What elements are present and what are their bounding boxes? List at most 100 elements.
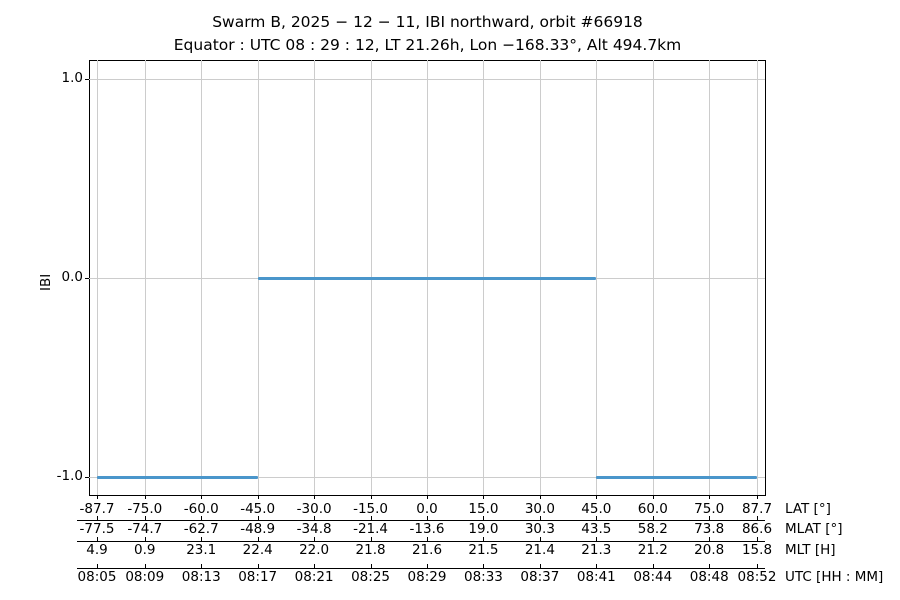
x-tick-label: 45.0 [581, 501, 612, 517]
x-tick-label: -21.4 [353, 521, 389, 537]
x-tick-label: 21.2 [637, 542, 668, 558]
axis-row-tick [483, 537, 485, 541]
x-tick-label: 73.8 [694, 521, 725, 537]
axis-row-tick [201, 537, 203, 541]
x-tick-label: 23.1 [186, 542, 217, 558]
axis-row-tick [539, 564, 541, 568]
axis-row-tick [370, 516, 372, 520]
axis-row-tick [144, 516, 146, 520]
x-tick-label: 43.5 [581, 521, 612, 537]
y-tick [85, 278, 89, 279]
x-tick-label: 19.0 [468, 521, 499, 537]
axis-row-tick [314, 564, 316, 568]
y-tick [85, 79, 89, 80]
axis-row-tick [596, 516, 598, 520]
x-tick-label: 21.6 [411, 542, 443, 558]
x-tick-label: 30.0 [524, 501, 555, 517]
axis-row-tick [144, 537, 146, 541]
chart-title: Swarm B, 2025 − 12 − 11, IBI northward, … [212, 13, 643, 31]
x-tick-label: 08:21 [294, 569, 334, 585]
x-tick-label: 0.9 [134, 542, 156, 558]
y-tick-label: -1.0 [56, 468, 83, 484]
ibi-line-segment [97, 476, 258, 479]
x-tick-label: -62.7 [183, 521, 219, 537]
x-tick-label: 4.9 [86, 542, 108, 558]
x-tick-label: 08:44 [633, 569, 673, 585]
x-tick-label: -75.0 [127, 501, 163, 517]
x-tick [539, 495, 541, 499]
x-tick-label: 75.0 [694, 501, 725, 517]
axis-row-tick [652, 516, 654, 520]
x-tick [483, 495, 485, 499]
x-tick [652, 495, 654, 499]
x-tick-label: 08:05 [77, 569, 117, 585]
x-gridline [757, 60, 758, 495]
axis-row-tick [257, 537, 259, 541]
axis-row-line [77, 541, 765, 542]
axis-row-tick [97, 516, 98, 520]
ibi-line-segment [596, 476, 757, 479]
axis-row-tick [652, 564, 654, 568]
x-tick-label: 21.5 [468, 542, 499, 558]
axis-row-tick [427, 537, 428, 541]
x-tick [596, 495, 598, 499]
axis-row-tick [539, 516, 541, 520]
x-gridline [97, 60, 98, 495]
chart-subtitle: Equator : UTC 08 : 29 : 12, LT 21.26h, L… [173, 36, 682, 54]
x-tick-label: 15.8 [741, 542, 773, 558]
x-tick [757, 495, 758, 499]
x-tick-label: -74.7 [127, 521, 163, 537]
x-tick [201, 495, 203, 499]
x-gridline [144, 60, 146, 495]
x-tick-label: -45.0 [240, 501, 276, 517]
axis-row-tick [652, 537, 654, 541]
axis-row-tick [427, 564, 428, 568]
axis-row-name: MLAT [°] [785, 521, 843, 537]
y-gridline [89, 79, 765, 80]
x-tick [257, 495, 259, 499]
axis-row-tick [596, 564, 598, 568]
x-tick-label: 0.0 [416, 501, 438, 517]
axis-row-tick [757, 564, 758, 568]
axis-row-tick [427, 516, 428, 520]
x-tick-label: -13.6 [409, 521, 445, 537]
axis-row-tick [257, 516, 259, 520]
axis-row-tick [97, 564, 98, 568]
axis-row-tick [596, 537, 598, 541]
axis-row-tick [709, 564, 711, 568]
axis-row-tick [97, 537, 98, 541]
x-tick-label: -77.5 [79, 521, 115, 537]
y-tick-label: 1.0 [61, 70, 83, 86]
x-tick [709, 495, 711, 499]
axis-row-name: LAT [°] [785, 501, 831, 517]
x-gridline [596, 60, 598, 495]
x-tick-label: 87.7 [741, 501, 773, 517]
ibi-line-segment [257, 277, 597, 280]
x-gridline [652, 60, 654, 495]
x-tick-label: 60.0 [637, 501, 668, 517]
x-gridline [709, 60, 711, 495]
x-tick-label: 20.8 [694, 542, 725, 558]
axis-row-tick [757, 516, 758, 520]
y-tick [85, 477, 89, 478]
x-tick-label: 08:33 [463, 569, 503, 585]
x-tick-label: -87.7 [79, 501, 115, 517]
axis-row-name: MLT [H] [785, 542, 836, 558]
x-tick-label: 08:48 [689, 569, 729, 585]
x-tick-label: 21.8 [355, 542, 386, 558]
axis-row-tick [370, 564, 372, 568]
axis-row-tick [709, 516, 711, 520]
axis-row-name: UTC [HH : MM] [785, 569, 884, 585]
x-tick-label: 21.3 [581, 542, 612, 558]
axis-row-tick [257, 564, 259, 568]
axis-row-tick [314, 537, 316, 541]
axis-row-line [77, 568, 765, 569]
x-tick-label: 21.4 [524, 542, 555, 558]
x-tick [427, 495, 428, 499]
x-tick-label: -15.0 [353, 501, 389, 517]
x-tick-label: 58.2 [637, 521, 668, 537]
axis-row-tick [370, 537, 372, 541]
axis-row-tick [314, 516, 316, 520]
axis-row-tick [757, 537, 758, 541]
